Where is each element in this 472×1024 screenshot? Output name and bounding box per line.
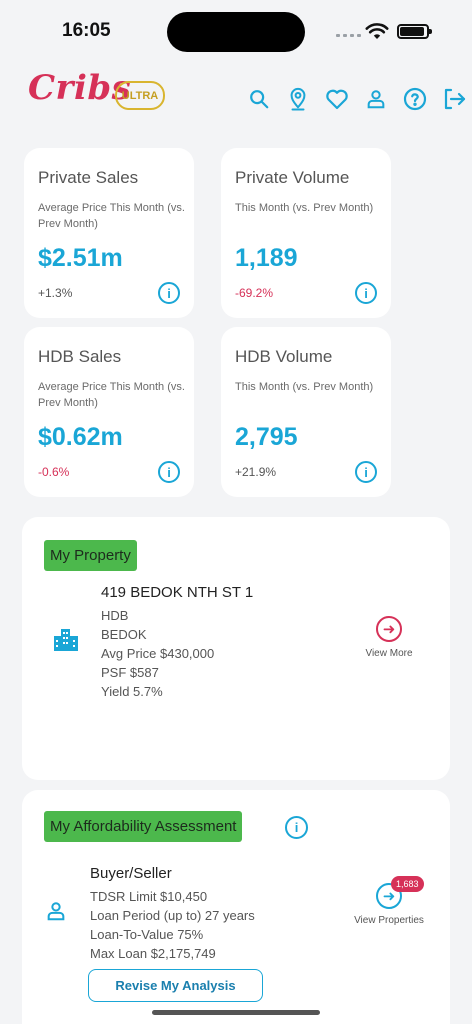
view-properties-button[interactable]: ➜ View Properties	[348, 883, 430, 926]
dynamic-island	[167, 12, 305, 52]
property-type: HDB	[101, 608, 129, 623]
stat-title: Private Volume	[235, 168, 350, 187]
arrow-right-circle-icon: ➜	[376, 616, 402, 642]
stat-card-private-volume[interactable]: Private Volume This Month (vs. Prev Mont…	[221, 148, 391, 318]
help-icon[interactable]	[402, 86, 427, 111]
header-actions	[246, 86, 466, 111]
stat-card-hdb-sales[interactable]: HDB Sales Average Price This Month (vs. …	[24, 327, 194, 497]
stat-value: 2,795	[235, 423, 298, 451]
stat-title: HDB Volume	[235, 347, 333, 366]
stat-subtitle: This Month (vs. Prev Month)	[235, 381, 374, 393]
stat-subtitle: This Month (vs. Prev Month)	[235, 202, 374, 214]
stat-subtitle: Average Price This Month (vs. Prev Month…	[38, 381, 185, 409]
loan-period: Loan Period (up to) 27 years	[90, 908, 255, 923]
info-icon[interactable]: i	[158, 282, 180, 304]
ultra-badge: ULTRA	[115, 81, 165, 110]
map-pin-icon[interactable]	[285, 86, 310, 111]
stat-title: Private Sales	[38, 168, 139, 187]
view-properties-label: View Properties	[354, 915, 424, 926]
status-time: 16:05	[62, 20, 111, 41]
heart-icon[interactable]	[324, 86, 349, 111]
arrow-right-circle-icon: ➜	[376, 883, 402, 909]
app-logo: Cribs	[28, 68, 132, 108]
search-icon[interactable]	[246, 86, 271, 111]
stat-value: 1,189	[235, 244, 298, 272]
property-address: 419 BEDOK NTH ST 1	[101, 584, 254, 601]
stat-title: HDB Sales	[38, 347, 122, 366]
loan-to-value: Loan-To-Value 75%	[90, 927, 204, 942]
status-bar: 16:05	[0, 0, 472, 60]
property-count-badge: 1,683	[391, 876, 424, 892]
battery-icon	[397, 24, 432, 39]
user-icon[interactable]	[363, 86, 388, 111]
info-icon[interactable]: i	[285, 816, 308, 839]
my-property-card: My Property 419 BEDOK NTH ST 1 HDB BEDOK…	[22, 517, 450, 780]
property-psf: PSF $587	[101, 665, 159, 680]
tdsr-limit: TDSR Limit $10,450	[90, 889, 208, 904]
stat-card-hdb-volume[interactable]: HDB Volume This Month (vs. Prev Month) 2…	[221, 327, 391, 497]
cellular-signal-icon	[336, 34, 361, 37]
stat-change: +1.3%	[38, 286, 73, 300]
max-loan: Max Loan $2,175,749	[90, 946, 216, 961]
info-icon[interactable]: i	[355, 461, 377, 483]
stat-value: $0.62m	[38, 423, 123, 451]
revise-analysis-button[interactable]: Revise My Analysis	[88, 969, 263, 1002]
stat-change: -0.6%	[38, 465, 70, 479]
property-details: 419 BEDOK NTH ST 1 HDB BEDOK Avg Price $…	[101, 584, 253, 701]
my-property-tag: My Property	[44, 540, 137, 571]
person-icon	[47, 902, 65, 921]
stat-card-private-sales[interactable]: Private Sales Average Price This Month (…	[24, 148, 194, 318]
wifi-icon	[365, 23, 389, 39]
info-icon[interactable]: i	[355, 282, 377, 304]
building-icon	[54, 629, 78, 651]
view-more-label: View More	[365, 648, 413, 659]
stat-change: +21.9%	[235, 465, 277, 479]
stat-value: $2.51m	[38, 244, 123, 272]
stat-change: -69.2%	[235, 286, 274, 300]
info-icon[interactable]: i	[158, 461, 180, 483]
property-avg-price: Avg Price $430,000	[101, 646, 215, 661]
affordability-role: Buyer/Seller	[90, 865, 172, 882]
view-more-button[interactable]: ➜ View More	[358, 616, 420, 659]
home-indicator	[152, 1010, 320, 1015]
property-yield: Yield 5.7%	[101, 684, 163, 699]
logout-icon[interactable]	[441, 86, 466, 111]
affordability-tag: My Affordability Assessment	[44, 811, 243, 842]
affordability-details: Buyer/Seller TDSR Limit $10,450 Loan Per…	[90, 865, 255, 963]
stat-subtitle: Average Price This Month (vs. Prev Month…	[38, 202, 185, 230]
property-area: BEDOK	[101, 627, 147, 642]
